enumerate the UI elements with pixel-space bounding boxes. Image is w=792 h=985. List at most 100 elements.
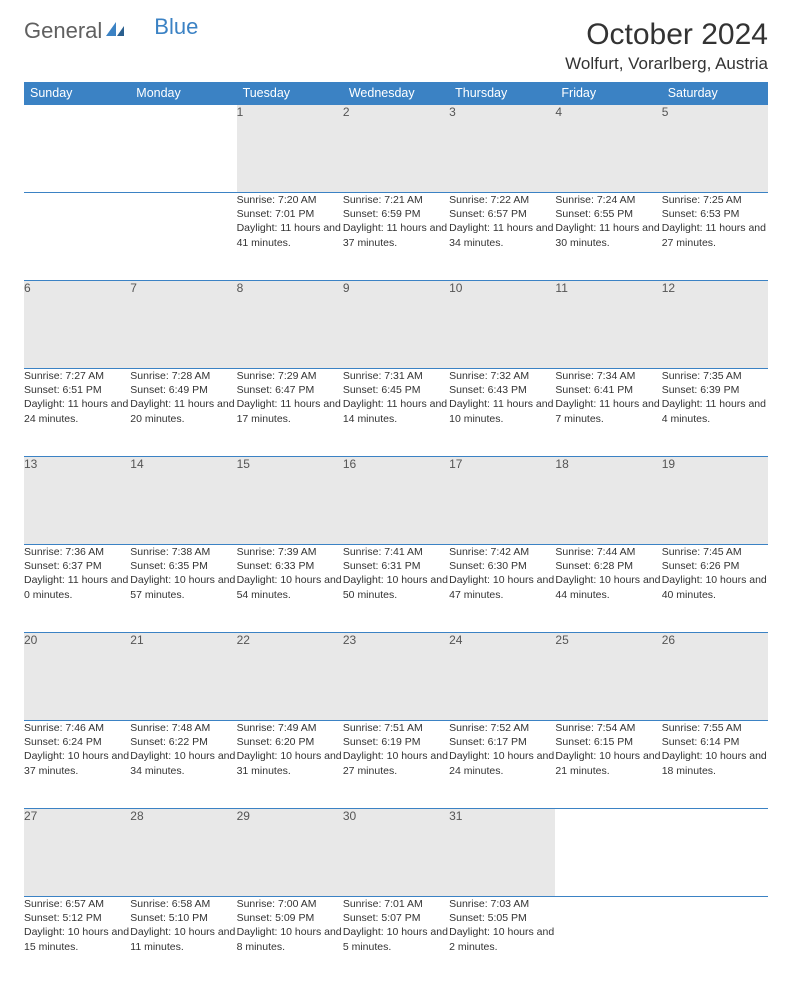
day-number-cell: 11 xyxy=(555,281,661,369)
daylight-text: Daylight: 10 hours and 44 minutes. xyxy=(555,573,661,601)
day-body-cell xyxy=(555,897,661,985)
sunset-text: Sunset: 6:19 PM xyxy=(343,735,449,749)
sunrise-text: Sunrise: 7:27 AM xyxy=(24,369,130,383)
sunrise-text: Sunrise: 7:29 AM xyxy=(237,369,343,383)
sunset-text: Sunset: 5:10 PM xyxy=(130,911,236,925)
day-number-cell: 9 xyxy=(343,281,449,369)
sunrise-text: Sunrise: 7:39 AM xyxy=(237,545,343,559)
day-number-row: 13141516171819 xyxy=(24,457,768,545)
daylight-text: Daylight: 10 hours and 37 minutes. xyxy=(24,749,130,777)
day-number-cell: 4 xyxy=(555,105,661,193)
daylight-text: Daylight: 11 hours and 37 minutes. xyxy=(343,221,449,249)
sunset-text: Sunset: 6:43 PM xyxy=(449,383,555,397)
sunset-text: Sunset: 6:28 PM xyxy=(555,559,661,573)
day-number-cell: 17 xyxy=(449,457,555,545)
sunrise-text: Sunrise: 7:28 AM xyxy=(130,369,236,383)
day-body-cell: Sunrise: 7:31 AMSunset: 6:45 PMDaylight:… xyxy=(343,369,449,457)
title-block: October 2024 Wolfurt, Vorarlberg, Austri… xyxy=(565,18,768,74)
sunset-text: Sunset: 6:51 PM xyxy=(24,383,130,397)
day-body-cell: Sunrise: 7:39 AMSunset: 6:33 PMDaylight:… xyxy=(237,545,343,633)
day-body-cell: Sunrise: 7:21 AMSunset: 6:59 PMDaylight:… xyxy=(343,193,449,281)
sunrise-text: Sunrise: 7:21 AM xyxy=(343,193,449,207)
sunrise-text: Sunrise: 7:00 AM xyxy=(237,897,343,911)
daylight-text: Daylight: 11 hours and 7 minutes. xyxy=(555,397,661,425)
day-body-cell: Sunrise: 7:24 AMSunset: 6:55 PMDaylight:… xyxy=(555,193,661,281)
day-body-row: Sunrise: 7:27 AMSunset: 6:51 PMDaylight:… xyxy=(24,369,768,457)
day-body-cell: Sunrise: 7:34 AMSunset: 6:41 PMDaylight:… xyxy=(555,369,661,457)
sunset-text: Sunset: 6:31 PM xyxy=(343,559,449,573)
day-body-row: Sunrise: 6:57 AMSunset: 5:12 PMDaylight:… xyxy=(24,897,768,985)
daylight-text: Daylight: 10 hours and 24 minutes. xyxy=(449,749,555,777)
weekday-header: Wednesday xyxy=(343,82,449,105)
sunset-text: Sunset: 6:22 PM xyxy=(130,735,236,749)
sunrise-text: Sunrise: 7:44 AM xyxy=(555,545,661,559)
sunset-text: Sunset: 6:55 PM xyxy=(555,207,661,221)
day-number-cell: 20 xyxy=(24,633,130,721)
sunset-text: Sunset: 5:09 PM xyxy=(237,911,343,925)
sunrise-text: Sunrise: 7:34 AM xyxy=(555,369,661,383)
sunrise-text: Sunrise: 7:03 AM xyxy=(449,897,555,911)
day-body-cell: Sunrise: 6:58 AMSunset: 5:10 PMDaylight:… xyxy=(130,897,236,985)
sunset-text: Sunset: 6:15 PM xyxy=(555,735,661,749)
weekday-header: Saturday xyxy=(662,82,768,105)
sunrise-text: Sunrise: 7:36 AM xyxy=(24,545,130,559)
daylight-text: Daylight: 11 hours and 41 minutes. xyxy=(237,221,343,249)
sunrise-text: Sunrise: 7:46 AM xyxy=(24,721,130,735)
sunrise-text: Sunrise: 7:25 AM xyxy=(662,193,768,207)
day-body-cell: Sunrise: 7:28 AMSunset: 6:49 PMDaylight:… xyxy=(130,369,236,457)
location: Wolfurt, Vorarlberg, Austria xyxy=(565,54,768,74)
daylight-text: Daylight: 10 hours and 5 minutes. xyxy=(343,925,449,953)
sunset-text: Sunset: 5:12 PM xyxy=(24,911,130,925)
sunset-text: Sunset: 6:17 PM xyxy=(449,735,555,749)
day-number-cell: 28 xyxy=(130,809,236,897)
sunrise-text: Sunrise: 7:45 AM xyxy=(662,545,768,559)
daylight-text: Daylight: 11 hours and 20 minutes. xyxy=(130,397,236,425)
daylight-text: Daylight: 10 hours and 50 minutes. xyxy=(343,573,449,601)
day-number-cell: 31 xyxy=(449,809,555,897)
day-number-cell: 5 xyxy=(662,105,768,193)
sunrise-text: Sunrise: 7:24 AM xyxy=(555,193,661,207)
sunset-text: Sunset: 6:41 PM xyxy=(555,383,661,397)
sunrise-text: Sunrise: 7:51 AM xyxy=(343,721,449,735)
sunset-text: Sunset: 6:53 PM xyxy=(662,207,768,221)
weekday-header: Thursday xyxy=(449,82,555,105)
daylight-text: Daylight: 10 hours and 47 minutes. xyxy=(449,573,555,601)
sunset-text: Sunset: 6:45 PM xyxy=(343,383,449,397)
sunrise-text: Sunrise: 7:49 AM xyxy=(237,721,343,735)
day-body-cell: Sunrise: 7:44 AMSunset: 6:28 PMDaylight:… xyxy=(555,545,661,633)
logo-sail-icon xyxy=(104,18,126,44)
header: General Blue October 2024 Wolfurt, Vorar… xyxy=(24,18,768,74)
weekday-header: Tuesday xyxy=(237,82,343,105)
logo-text-2: Blue xyxy=(154,14,198,40)
day-number-cell xyxy=(662,809,768,897)
day-number-cell: 23 xyxy=(343,633,449,721)
day-number-cell: 26 xyxy=(662,633,768,721)
logo-text-1: General xyxy=(24,18,102,44)
day-number-cell: 18 xyxy=(555,457,661,545)
day-number-cell xyxy=(555,809,661,897)
daylight-text: Daylight: 10 hours and 15 minutes. xyxy=(24,925,130,953)
day-body-cell: Sunrise: 7:54 AMSunset: 6:15 PMDaylight:… xyxy=(555,721,661,809)
sunset-text: Sunset: 7:01 PM xyxy=(237,207,343,221)
sunset-text: Sunset: 6:20 PM xyxy=(237,735,343,749)
sunset-text: Sunset: 6:26 PM xyxy=(662,559,768,573)
daylight-text: Daylight: 10 hours and 21 minutes. xyxy=(555,749,661,777)
sunrise-text: Sunrise: 7:31 AM xyxy=(343,369,449,383)
daylight-text: Daylight: 11 hours and 14 minutes. xyxy=(343,397,449,425)
month-title: October 2024 xyxy=(565,18,768,52)
day-body-cell: Sunrise: 7:35 AMSunset: 6:39 PMDaylight:… xyxy=(662,369,768,457)
daylight-text: Daylight: 10 hours and 34 minutes. xyxy=(130,749,236,777)
sunrise-text: Sunrise: 7:22 AM xyxy=(449,193,555,207)
day-number-cell xyxy=(130,105,236,193)
day-body-cell: Sunrise: 7:32 AMSunset: 6:43 PMDaylight:… xyxy=(449,369,555,457)
daylight-text: Daylight: 10 hours and 40 minutes. xyxy=(662,573,768,601)
daylight-text: Daylight: 11 hours and 30 minutes. xyxy=(555,221,661,249)
daylight-text: Daylight: 10 hours and 31 minutes. xyxy=(237,749,343,777)
calendar-table: Sunday Monday Tuesday Wednesday Thursday… xyxy=(24,82,768,985)
daylight-text: Daylight: 10 hours and 57 minutes. xyxy=(130,573,236,601)
sunrise-text: Sunrise: 6:58 AM xyxy=(130,897,236,911)
day-body-cell: Sunrise: 6:57 AMSunset: 5:12 PMDaylight:… xyxy=(24,897,130,985)
sunrise-text: Sunrise: 7:01 AM xyxy=(343,897,449,911)
sunrise-text: Sunrise: 7:55 AM xyxy=(662,721,768,735)
daylight-text: Daylight: 10 hours and 18 minutes. xyxy=(662,749,768,777)
